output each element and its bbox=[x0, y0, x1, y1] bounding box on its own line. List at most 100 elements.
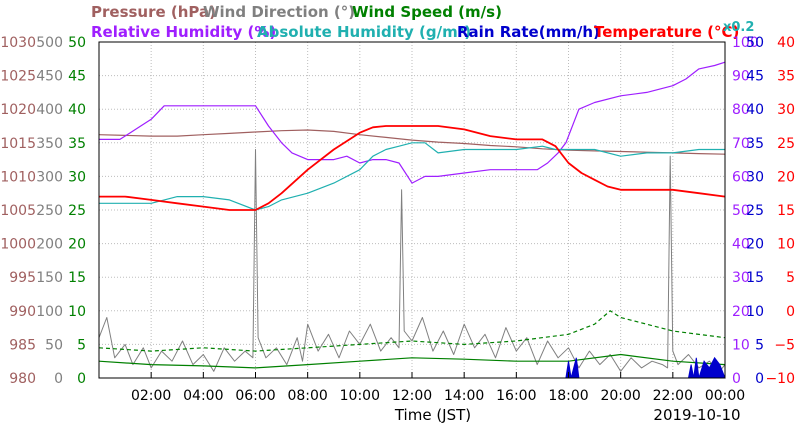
relative-humidity-tick-label: 90 bbox=[732, 69, 750, 85]
pressure-tick-label: 1020 bbox=[0, 102, 36, 118]
rain-rate-tick-label: 35 bbox=[746, 136, 764, 152]
x-axis-ticks: 02:00 04:00 06:00 08:00 10:00 12:00 14:00 16:00… bbox=[131, 372, 745, 404]
temperature-tick-label: 5 bbox=[786, 270, 795, 286]
wind-direction-tick-label: 250 bbox=[36, 203, 63, 219]
series-wind-direction bbox=[98, 149, 726, 372]
grid bbox=[99, 42, 725, 378]
x-axis-label: Time (JST) bbox=[394, 406, 471, 424]
left-axes: 9809859909951000100510101015102010251030… bbox=[0, 35, 86, 387]
wind-direction-tick-label: 350 bbox=[36, 136, 63, 152]
rain-rate-tick-label: 20 bbox=[746, 237, 764, 253]
x-tick-label: 08:00 bbox=[287, 388, 327, 404]
legend: Pressure (hPa) Wind Direction (°) Wind S… bbox=[91, 3, 754, 41]
pressure-tick-label: 1010 bbox=[0, 169, 36, 185]
series-temperature-c bbox=[99, 125, 726, 211]
rain-rate-tick-label: 30 bbox=[746, 169, 764, 185]
wind-direction-tick-label: 500 bbox=[36, 35, 63, 51]
wind-speed-tick-label: 20 bbox=[68, 237, 86, 253]
relative-humidity-tick-label: 10 bbox=[732, 337, 750, 353]
series-wind-speed-m-s bbox=[98, 353, 726, 369]
pressure-tick-label: 1030 bbox=[0, 35, 36, 51]
legend-pressure: Pressure (hPa) bbox=[91, 3, 216, 21]
x-tick-label: 04:00 bbox=[183, 388, 223, 404]
pressure-tick-label: 980 bbox=[9, 371, 36, 387]
wind-direction-tick-label: 150 bbox=[36, 270, 63, 286]
wind-speed-tick-label: 15 bbox=[68, 270, 86, 286]
temperature-tick-label: 35 bbox=[777, 69, 795, 85]
wind-direction-tick-label: 400 bbox=[36, 102, 63, 118]
x-tick-label: 22:00 bbox=[653, 388, 693, 404]
relative-humidity-tick-label: 40 bbox=[732, 237, 750, 253]
wind-speed-tick-label: 40 bbox=[68, 102, 86, 118]
legend-relative-humidity: Relative Humidity (%) bbox=[91, 23, 276, 41]
x-tick-label: 14:00 bbox=[444, 388, 484, 404]
temperature-tick-label: 40 bbox=[777, 35, 795, 51]
x-tick-label: 16:00 bbox=[496, 388, 536, 404]
relative-humidity-tick-label: 30 bbox=[732, 270, 750, 286]
wind-speed-tick-label: 45 bbox=[68, 69, 86, 85]
pressure-tick-label: 990 bbox=[9, 304, 36, 320]
pressure-tick-label: 1015 bbox=[0, 136, 36, 152]
pressure-tick-label: 985 bbox=[9, 337, 36, 353]
x-tick-label: 18:00 bbox=[548, 388, 588, 404]
temperature-tick-label: 30 bbox=[777, 102, 795, 118]
series-absolute-humidity-g-m bbox=[99, 142, 725, 211]
legend-wind-speed: Wind Speed (m/s) bbox=[352, 3, 502, 21]
rain-rate-tick-label: 50 bbox=[746, 35, 764, 51]
right-axes: 0102030405060708090100051015202530354045… bbox=[732, 35, 795, 387]
rain-rate-tick-label: 5 bbox=[755, 337, 764, 353]
rain-rate-tick-label: 15 bbox=[746, 270, 764, 286]
rain-rate-tick-label: 25 bbox=[746, 203, 764, 219]
relative-humidity-tick-label: 0 bbox=[732, 371, 741, 387]
temperature-tick-label: −5 bbox=[774, 337, 795, 353]
date-label: 2019-10-10 bbox=[653, 406, 740, 424]
relative-humidity-tick-label: 60 bbox=[732, 169, 750, 185]
rain-rate-tick-label: 40 bbox=[746, 102, 764, 118]
x-tick-label: 02:00 bbox=[131, 388, 171, 404]
pressure-tick-label: 1005 bbox=[0, 203, 36, 219]
temperature-tick-label: 25 bbox=[777, 136, 795, 152]
x-tick-label: 10:00 bbox=[340, 388, 380, 404]
x-tick-label: 12:00 bbox=[392, 388, 432, 404]
pressure-tick-label: 1000 bbox=[0, 237, 36, 253]
legend-rain-rate: Rain Rate(mm/h) bbox=[457, 23, 600, 41]
wind-speed-tick-label: 5 bbox=[77, 337, 86, 353]
temperature-tick-label: −10 bbox=[765, 371, 795, 387]
wind-direction-tick-label: 300 bbox=[36, 169, 63, 185]
relative-humidity-tick-label: 70 bbox=[732, 136, 750, 152]
wind-speed-tick-label: 10 bbox=[68, 304, 86, 320]
wind-speed-tick-label: 25 bbox=[68, 203, 86, 219]
legend-wind-direction: Wind Direction (°) bbox=[203, 3, 355, 21]
series-relative-humidity bbox=[99, 61, 726, 184]
series-wind-speed-m-s-dashed bbox=[98, 310, 726, 352]
legend-absolute-humidity: Absolute Humidity (g/m³) bbox=[257, 23, 471, 41]
wind-speed-tick-label: 35 bbox=[68, 136, 86, 152]
temperature-tick-label: 10 bbox=[777, 237, 795, 253]
wind-direction-tick-label: 100 bbox=[36, 304, 63, 320]
wind-speed-tick-label: 50 bbox=[68, 35, 86, 51]
x-tick-label: 06:00 bbox=[235, 388, 275, 404]
wind-direction-tick-label: 0 bbox=[54, 371, 63, 387]
rain-rate-tick-label: 10 bbox=[746, 304, 764, 320]
x-tick-label: 00:00 bbox=[705, 388, 745, 404]
relative-humidity-tick-label: 80 bbox=[732, 102, 750, 118]
pressure-tick-label: 995 bbox=[9, 270, 36, 286]
rain-rate-tick-label: 0 bbox=[755, 371, 764, 387]
temperature-tick-label: 15 bbox=[777, 203, 795, 219]
wind-speed-tick-label: 30 bbox=[68, 169, 86, 185]
relative-humidity-tick-label: 50 bbox=[732, 203, 750, 219]
pressure-tick-label: 1025 bbox=[0, 69, 36, 85]
wind-direction-tick-label: 50 bbox=[45, 337, 63, 353]
rain-rate-tick-label: 45 bbox=[746, 69, 764, 85]
wind-direction-tick-label: 450 bbox=[36, 69, 63, 85]
legend-x02: x0.2 bbox=[723, 20, 754, 35]
wind-direction-tick-label: 200 bbox=[36, 237, 63, 253]
series-pressure-hpa bbox=[98, 129, 726, 155]
legend-temperature: Temperature (°C) bbox=[594, 23, 739, 41]
wind-speed-tick-label: 0 bbox=[77, 371, 86, 387]
temperature-tick-label: 20 bbox=[777, 169, 795, 185]
relative-humidity-tick-label: 100 bbox=[732, 35, 759, 51]
relative-humidity-tick-label: 20 bbox=[732, 304, 750, 320]
